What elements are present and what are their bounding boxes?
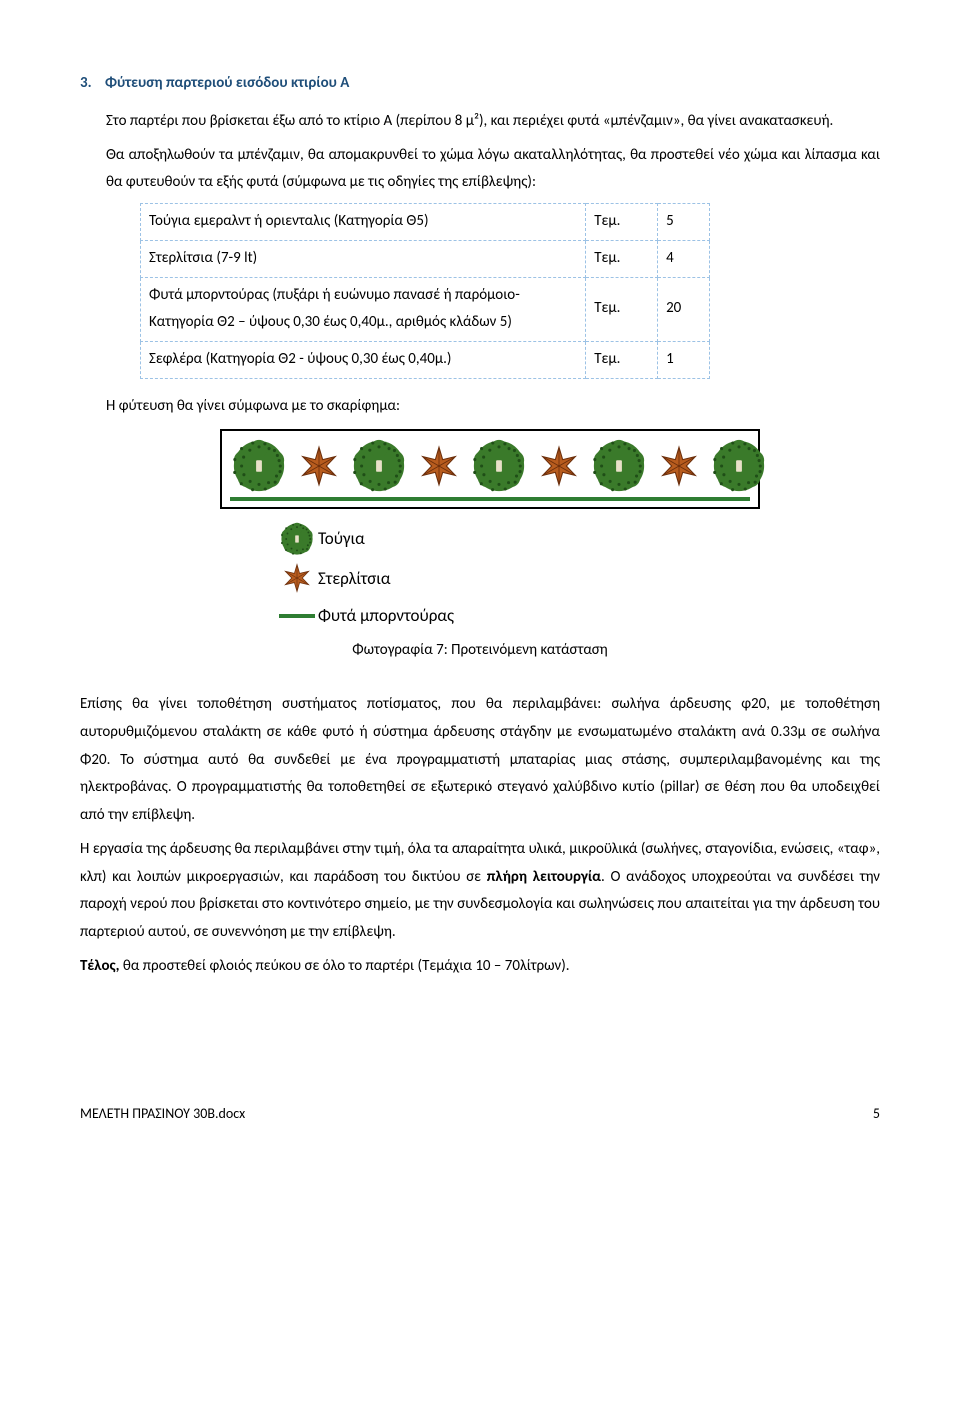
cell-qty: 20 [658, 277, 710, 342]
cell-qty: 4 [658, 240, 710, 277]
legend-label: Στερλίτσια [318, 563, 391, 594]
paragraph-1: Στο παρτέρι που βρίσκεται έξω από το κτί… [106, 108, 880, 136]
bush-icon [470, 437, 528, 495]
paragraph-2: Θα αποξηλωθούν τα μπένζαμιν, θα απομακρυ… [106, 142, 880, 198]
plant-row [230, 437, 750, 495]
footer-right: 5 [873, 1101, 880, 1127]
paragraph-3a: Επίσης θα γίνει τοποθέτηση συστήματος πο… [80, 691, 880, 830]
table-row: Στερλίτσια (7-9 lt) Τεμ. 4 [141, 240, 710, 277]
planter-box [220, 429, 760, 509]
cell-qty: 5 [658, 204, 710, 241]
sketch-caption: Η φύτευση θα γίνει σύμφωνα με το σκαρίφη… [106, 393, 880, 421]
bush-icon [590, 437, 648, 495]
legend-icon [276, 611, 318, 621]
cell-qty: 1 [658, 342, 710, 379]
sterlitsia-icon [298, 445, 340, 487]
table-row: Φυτά μπορντούρας (πυξάρι ή ευώνυμο πανασ… [141, 277, 710, 342]
legend-label: Τούγια [318, 523, 365, 554]
drip-line-icon [230, 497, 750, 501]
cell-unit: Τεμ. [586, 240, 658, 277]
cell-desc: Φυτά μπορντούρας (πυξάρι ή ευώνυμο πανασ… [141, 277, 586, 342]
section-number: 3. [80, 70, 92, 98]
cell-desc: Στερλίτσια (7-9 lt) [141, 240, 586, 277]
footer: ΜΕΛΕΤΗ ΠΡΑΣΙΝΟΥ 30Β.docx 5 [80, 1101, 880, 1127]
cell-desc: Τούγια εμεραλντ ή οριενταλις (Κατηγορία … [141, 204, 586, 241]
legend-icon [276, 521, 318, 557]
para3c-bold: Τέλος, [80, 957, 119, 975]
table-row: Τούγια εμεραλντ ή οριενταλις (Κατηγορία … [141, 204, 710, 241]
cell-desc: Σεφλέρα (Κατηγορία Θ2 - ύψους 0,30 έως 0… [141, 342, 586, 379]
cell-unit: Τεμ. [586, 342, 658, 379]
photo-caption: Φωτογραφία 7: Προτεινόμενη κατάσταση [80, 637, 880, 665]
table-row: Σεφλέρα (Κατηγορία Θ2 - ύψους 0,30 έως 0… [141, 342, 710, 379]
paragraph-3c: Τέλος, θα προστεθεί φλοιός πεύκου σε όλο… [80, 953, 880, 981]
section-heading: 3. Φύτευση παρτεριού εισόδου κτιρίου Α [80, 70, 880, 98]
sterlitsia-icon [418, 445, 460, 487]
sterlitsia-icon [658, 445, 700, 487]
legend: Τούγια Στερλίτσια Φυτά μπορντούρας [276, 521, 760, 632]
footer-left: ΜΕΛΕΤΗ ΠΡΑΣΙΝΟΥ 30Β.docx [80, 1101, 245, 1127]
cell-unit: Τεμ. [586, 277, 658, 342]
legend-row: Φυτά μπορντούρας [276, 600, 760, 631]
para3c-rest: θα προστεθεί φλοιός πεύκου σε όλο το παρ… [119, 957, 569, 975]
bush-icon [710, 437, 768, 495]
cell-unit: Τεμ. [586, 204, 658, 241]
bush-icon [230, 437, 288, 495]
legend-row: Στερλίτσια [276, 563, 760, 594]
bush-icon [350, 437, 408, 495]
para3b-bold: πλήρη λειτουργία [487, 868, 601, 886]
paragraph-3b: Η εργασία της άρδευσης θα περιλαμβάνει σ… [80, 836, 880, 947]
sterlitsia-icon [538, 445, 580, 487]
planting-diagram: Τούγια Στερλίτσια Φυτά μπορντούρας [220, 429, 760, 632]
legend-label: Φυτά μπορντούρας [318, 600, 454, 631]
legend-row: Τούγια [276, 521, 760, 557]
plant-table: Τούγια εμεραλντ ή οριενταλις (Κατηγορία … [140, 203, 710, 379]
section-title: Φύτευση παρτεριού εισόδου κτιρίου Α [105, 74, 349, 92]
legend-icon [276, 563, 318, 593]
